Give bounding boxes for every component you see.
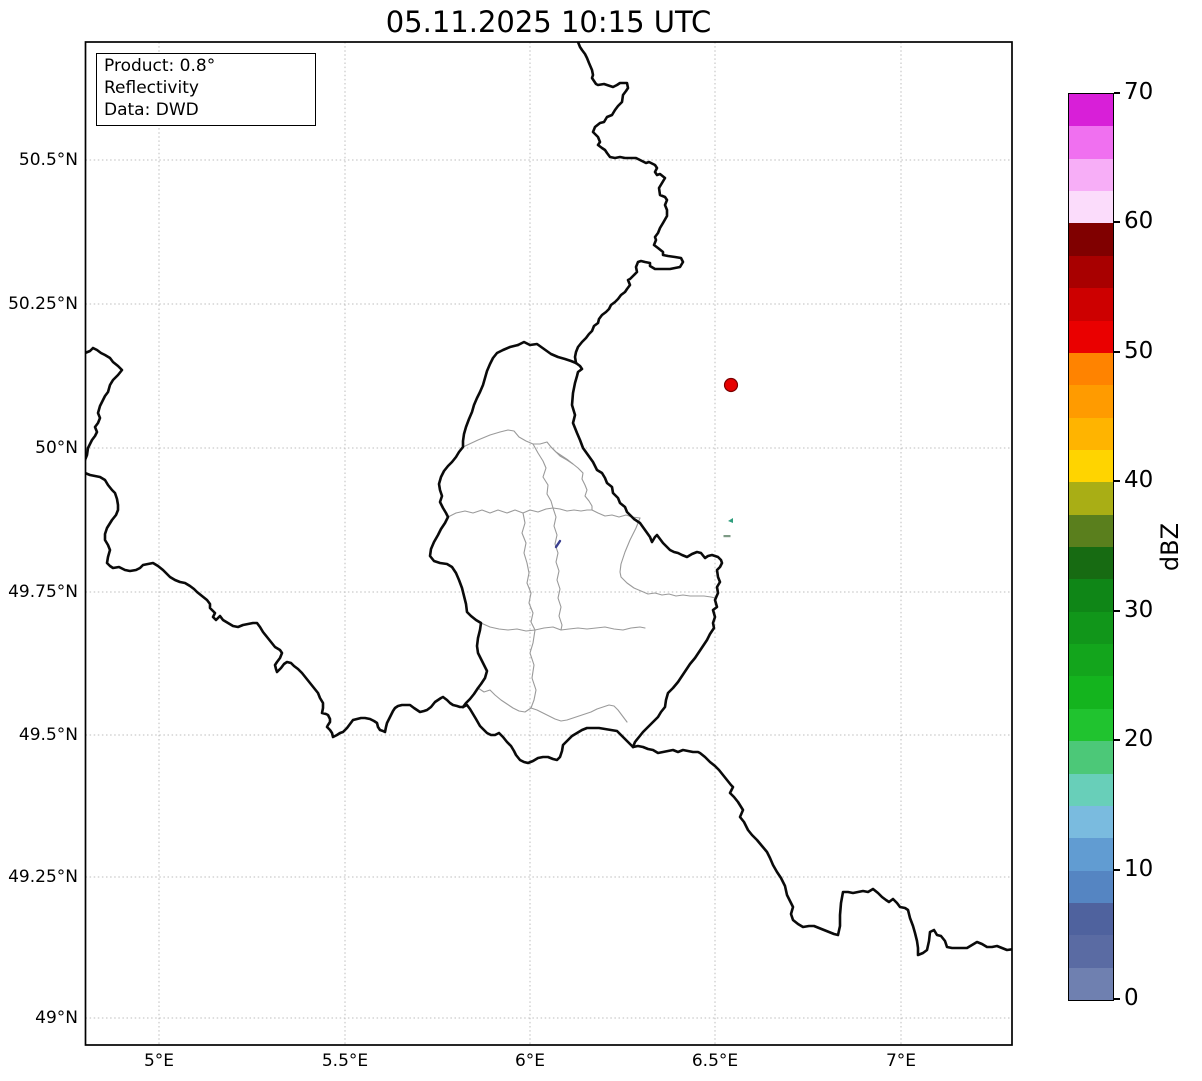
- colorbar-tick-label: 10: [1124, 855, 1154, 882]
- country-border-france-belgium-upper: [85, 346, 124, 462]
- colorbar-tick-label: 30: [1124, 596, 1154, 623]
- colorbar-segment: [1069, 740, 1113, 774]
- canton-border: [619, 517, 716, 599]
- colorbar-axis-label: dBZ: [1156, 522, 1184, 572]
- lat-tick-label: 50°N: [35, 437, 78, 458]
- colorbar-segment: [1069, 708, 1113, 742]
- colorbar-segment: [1069, 417, 1113, 450]
- colorbar-segment: [1069, 384, 1113, 418]
- radar-echo-small: [728, 518, 733, 523]
- lat-tick-label: 49.25°N: [8, 866, 78, 887]
- product-line: Product: 0.8° Reflectivity: [104, 56, 216, 98]
- plot-title: 05.11.2025 10:15 UTC: [385, 5, 712, 39]
- canton-border: [462, 429, 574, 465]
- colorbar-segment: [1069, 934, 1113, 968]
- colorbar-tick: [1113, 92, 1120, 94]
- country-border-france-belgium-lower: [85, 471, 465, 739]
- colorbar-tick: [1113, 350, 1120, 353]
- lon-tick-label: 5°E: [143, 1051, 175, 1071]
- colorbar-segment: [1069, 287, 1113, 321]
- lon-tick-label: 6°E: [514, 1051, 546, 1071]
- colorbar-segment: [1069, 967, 1113, 1000]
- lat-tick-label: 49°N: [35, 1007, 78, 1028]
- country-border-luxembourg-south: [461, 703, 635, 765]
- colorbar-segment: [1069, 449, 1113, 483]
- data-source-line: Data: DWD: [104, 99, 199, 120]
- colorbar-segment: [1069, 611, 1113, 645]
- product-info-box: Product: 0.8° Reflectivity Data: DWD: [96, 53, 316, 127]
- colorbar-segment: [1069, 223, 1113, 256]
- lon-tick-label: 5.5°E: [321, 1051, 369, 1071]
- radar-echo-dash: [723, 535, 731, 538]
- country-border-luxembourg-west: [428, 343, 520, 709]
- colorbar-segment: [1069, 870, 1113, 903]
- colorbar-tick: [1113, 868, 1120, 871]
- country-borders: [85, 42, 1012, 957]
- lat-tick-label: 50.25°N: [8, 293, 78, 314]
- lat-tick-label: 49.75°N: [8, 581, 78, 602]
- canton-border: [552, 507, 593, 512]
- colorbar-segment: [1069, 320, 1113, 353]
- canton-border: [529, 629, 537, 709]
- colorbar-segment: [1069, 805, 1113, 839]
- colorbar-segment: [1069, 676, 1113, 709]
- radar-echo-dot: [723, 377, 739, 393]
- colorbar-tick: [1113, 998, 1120, 1000]
- canton-border: [480, 622, 646, 632]
- colorbar-segment: [1069, 255, 1113, 289]
- colorbar-tick-label: 70: [1124, 79, 1154, 105]
- colorbar-segment: [1069, 546, 1113, 580]
- plot-frame: [84, 41, 1013, 1046]
- canton-border: [477, 687, 628, 723]
- colorbar-segment: [1069, 190, 1113, 224]
- colorbar-segment: [1069, 773, 1113, 806]
- colorbar-tick: [1113, 739, 1120, 742]
- country-border-france-germany: [631, 744, 1012, 957]
- admin-borders: [447, 429, 716, 723]
- colorbar: [1068, 93, 1114, 1001]
- lat-tick-label: 49.5°N: [18, 724, 78, 745]
- lon-tick-label: 6.5°E: [691, 1051, 739, 1071]
- colorbar-segment: [1069, 837, 1113, 871]
- lat-tick-label: 50.5°N: [18, 149, 78, 170]
- radar-echo-tick: [554, 539, 562, 549]
- country-border-luxembourg-north: [516, 340, 578, 365]
- country-border-luxembourg-east: [570, 361, 724, 749]
- colorbar-segment: [1069, 902, 1113, 936]
- country-border-belgium-germany: [573, 42, 685, 365]
- colorbar-tick: [1113, 480, 1120, 483]
- canton-border: [447, 507, 554, 518]
- colorbar-tick-label: 20: [1124, 726, 1154, 753]
- colorbar-segment: [1069, 352, 1113, 386]
- canton-border: [550, 446, 593, 511]
- colorbar-tick-label: 50: [1124, 337, 1154, 364]
- gridlines: [85, 42, 1012, 1045]
- colorbar-segment: [1069, 158, 1113, 192]
- colorbar-tick-label: 40: [1124, 467, 1154, 494]
- canton-border: [552, 507, 563, 631]
- colorbar-tick-label: 0: [1124, 985, 1139, 1011]
- colorbar-segment: [1069, 93, 1113, 127]
- colorbar-segment: [1069, 643, 1113, 677]
- colorbar-segment: [1069, 125, 1113, 159]
- colorbar-segment: [1069, 481, 1113, 515]
- canton-border: [521, 512, 536, 631]
- colorbar-tick: [1113, 221, 1120, 224]
- canton-border: [532, 443, 554, 509]
- colorbar-segment: [1069, 578, 1113, 612]
- colorbar-tick-label: 60: [1124, 208, 1154, 235]
- colorbar-tick: [1113, 609, 1120, 612]
- radar-echo-markers: [554, 377, 739, 549]
- colorbar-segment: [1069, 514, 1113, 547]
- lon-tick-label: 7°E: [885, 1051, 917, 1071]
